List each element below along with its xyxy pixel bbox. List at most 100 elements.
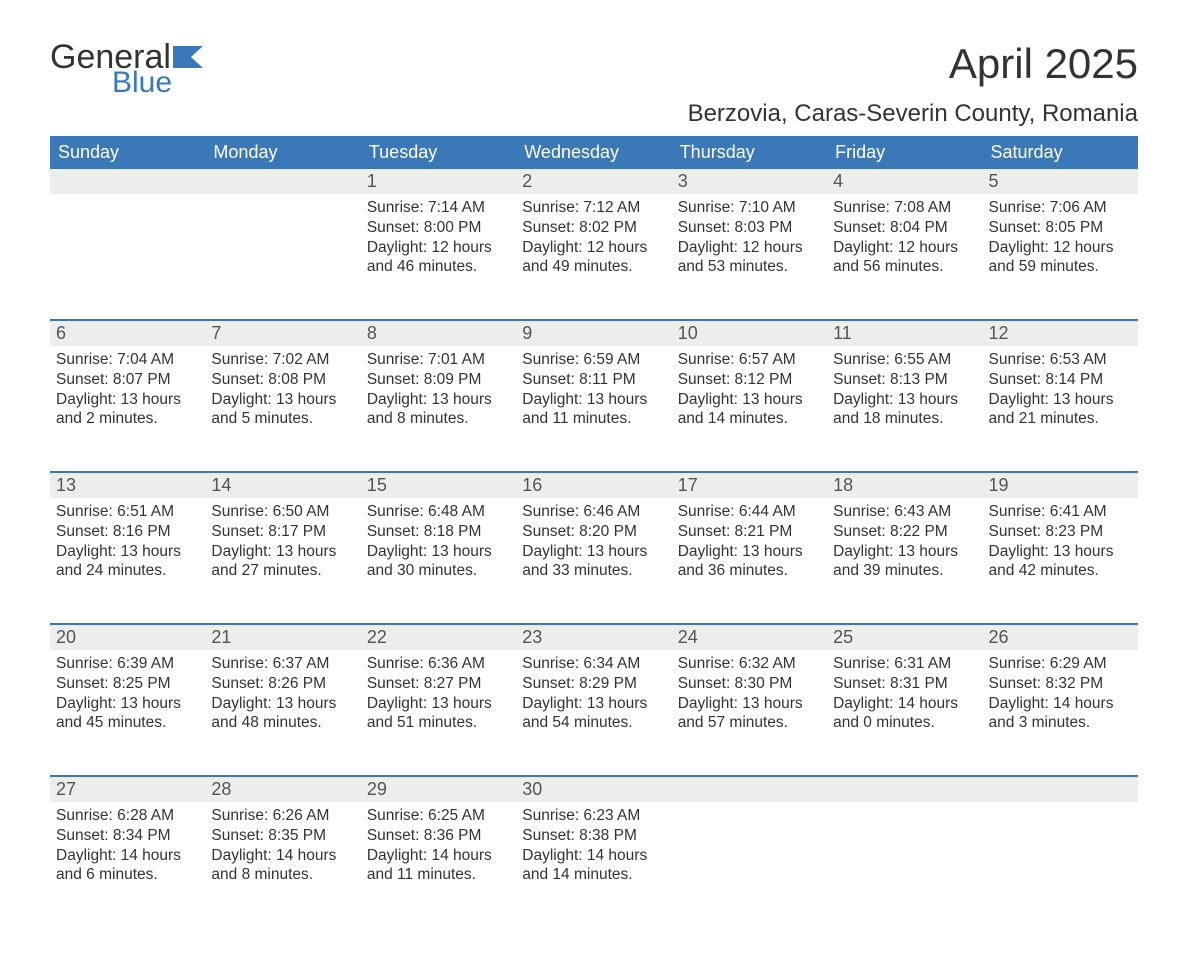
sunset-line: Sunset: 8:27 PM — [367, 674, 510, 694]
sunrise-line: Sunrise: 6:37 AM — [211, 654, 354, 674]
sunset-line: Sunset: 8:26 PM — [211, 674, 354, 694]
day-number-cell: 25 — [827, 624, 982, 650]
daylight-line: Daylight: 13 hours and 5 minutes. — [211, 390, 354, 430]
day-number-cell: 13 — [50, 472, 205, 498]
sunrise-line: Sunrise: 6:57 AM — [678, 350, 821, 370]
day-content-cell: Sunrise: 7:12 AMSunset: 8:02 PMDaylight:… — [516, 194, 671, 320]
day-content-cell: Sunrise: 6:31 AMSunset: 8:31 PMDaylight:… — [827, 650, 982, 776]
sunset-line: Sunset: 8:29 PM — [522, 674, 665, 694]
day-number-cell: 3 — [672, 169, 827, 194]
sunset-line: Sunset: 8:13 PM — [833, 370, 976, 390]
sunrise-line: Sunrise: 6:32 AM — [678, 654, 821, 674]
day-content-cell: Sunrise: 6:26 AMSunset: 8:35 PMDaylight:… — [205, 802, 360, 928]
daylight-line: Daylight: 13 hours and 11 minutes. — [522, 390, 665, 430]
location: Berzovia, Caras-Severin County, Romania — [688, 100, 1138, 128]
day-number-cell: 20 — [50, 624, 205, 650]
daylight-line: Daylight: 13 hours and 27 minutes. — [211, 542, 354, 582]
day-number-cell — [827, 776, 982, 802]
day-content-cell — [205, 194, 360, 320]
sunrise-line: Sunrise: 6:23 AM — [522, 806, 665, 826]
daylight-line: Daylight: 13 hours and 24 minutes. — [56, 542, 199, 582]
daylight-line: Daylight: 13 hours and 57 minutes. — [678, 694, 821, 734]
daylight-line: Daylight: 12 hours and 53 minutes. — [678, 238, 821, 278]
daylight-line: Daylight: 13 hours and 8 minutes. — [367, 390, 510, 430]
sunset-line: Sunset: 8:21 PM — [678, 522, 821, 542]
day-number-cell: 21 — [205, 624, 360, 650]
day-content-cell: Sunrise: 6:44 AMSunset: 8:21 PMDaylight:… — [672, 498, 827, 624]
sunset-line: Sunset: 8:04 PM — [833, 218, 976, 238]
day-content-cell: Sunrise: 7:08 AMSunset: 8:04 PMDaylight:… — [827, 194, 982, 320]
weekday-header-row: Sunday Monday Tuesday Wednesday Thursday… — [50, 136, 1138, 169]
sunrise-line: Sunrise: 6:34 AM — [522, 654, 665, 674]
sunrise-line: Sunrise: 6:41 AM — [989, 502, 1132, 522]
day-number-cell: 23 — [516, 624, 671, 650]
weekday-header: Wednesday — [516, 136, 671, 169]
sunset-line: Sunset: 8:12 PM — [678, 370, 821, 390]
daylight-line: Daylight: 14 hours and 6 minutes. — [56, 846, 199, 886]
sunrise-line: Sunrise: 6:53 AM — [989, 350, 1132, 370]
day-number-cell: 16 — [516, 472, 671, 498]
day-number-cell — [50, 169, 205, 194]
sunset-line: Sunset: 8:20 PM — [522, 522, 665, 542]
day-content-cell: Sunrise: 6:46 AMSunset: 8:20 PMDaylight:… — [516, 498, 671, 624]
sunrise-line: Sunrise: 6:31 AM — [833, 654, 976, 674]
sunrise-line: Sunrise: 6:29 AM — [989, 654, 1132, 674]
daylight-line: Daylight: 14 hours and 11 minutes. — [367, 846, 510, 886]
weekday-header: Friday — [827, 136, 982, 169]
sunrise-line: Sunrise: 7:02 AM — [211, 350, 354, 370]
daylight-line: Daylight: 12 hours and 49 minutes. — [522, 238, 665, 278]
day-content-cell: Sunrise: 6:41 AMSunset: 8:23 PMDaylight:… — [983, 498, 1138, 624]
sunrise-line: Sunrise: 6:48 AM — [367, 502, 510, 522]
daylight-line: Daylight: 14 hours and 8 minutes. — [211, 846, 354, 886]
sunrise-line: Sunrise: 7:04 AM — [56, 350, 199, 370]
daylight-line: Daylight: 13 hours and 54 minutes. — [522, 694, 665, 734]
weekday-header: Thursday — [672, 136, 827, 169]
day-content-row: Sunrise: 6:28 AMSunset: 8:34 PMDaylight:… — [50, 802, 1138, 928]
sunset-line: Sunset: 8:32 PM — [989, 674, 1132, 694]
daylight-line: Daylight: 14 hours and 14 minutes. — [522, 846, 665, 886]
day-content-cell — [50, 194, 205, 320]
day-number-cell: 9 — [516, 320, 671, 346]
logo: General Blue — [50, 40, 203, 98]
sunset-line: Sunset: 8:09 PM — [367, 370, 510, 390]
sunrise-line: Sunrise: 7:08 AM — [833, 198, 976, 218]
day-content-cell — [827, 802, 982, 928]
sunset-line: Sunset: 8:18 PM — [367, 522, 510, 542]
sunrise-line: Sunrise: 6:25 AM — [367, 806, 510, 826]
title-block: April 2025 Berzovia, Caras-Severin Count… — [688, 40, 1138, 128]
sunset-line: Sunset: 8:02 PM — [522, 218, 665, 238]
daylight-line: Daylight: 12 hours and 59 minutes. — [989, 238, 1132, 278]
day-content-cell: Sunrise: 6:51 AMSunset: 8:16 PMDaylight:… — [50, 498, 205, 624]
day-number-cell: 24 — [672, 624, 827, 650]
day-number-cell: 7 — [205, 320, 360, 346]
day-number-cell: 15 — [361, 472, 516, 498]
day-content-cell: Sunrise: 6:36 AMSunset: 8:27 PMDaylight:… — [361, 650, 516, 776]
daylight-line: Daylight: 12 hours and 46 minutes. — [367, 238, 510, 278]
sunset-line: Sunset: 8:22 PM — [833, 522, 976, 542]
sunset-line: Sunset: 8:34 PM — [56, 826, 199, 846]
sunrise-line: Sunrise: 6:46 AM — [522, 502, 665, 522]
day-number-row: 12345 — [50, 169, 1138, 194]
weekday-header: Saturday — [983, 136, 1138, 169]
sunset-line: Sunset: 8:25 PM — [56, 674, 199, 694]
sunrise-line: Sunrise: 6:43 AM — [833, 502, 976, 522]
weekday-header: Tuesday — [361, 136, 516, 169]
day-number-cell: 8 — [361, 320, 516, 346]
day-number-cell: 28 — [205, 776, 360, 802]
day-content-cell: Sunrise: 6:37 AMSunset: 8:26 PMDaylight:… — [205, 650, 360, 776]
day-number-cell: 22 — [361, 624, 516, 650]
day-number-cell: 14 — [205, 472, 360, 498]
day-number-cell — [983, 776, 1138, 802]
sunset-line: Sunset: 8:03 PM — [678, 218, 821, 238]
day-content-row: Sunrise: 7:14 AMSunset: 8:00 PMDaylight:… — [50, 194, 1138, 320]
daylight-line: Daylight: 13 hours and 51 minutes. — [367, 694, 510, 734]
day-content-cell: Sunrise: 6:50 AMSunset: 8:17 PMDaylight:… — [205, 498, 360, 624]
daylight-line: Daylight: 12 hours and 56 minutes. — [833, 238, 976, 278]
day-content-cell: Sunrise: 6:59 AMSunset: 8:11 PMDaylight:… — [516, 346, 671, 472]
calendar-table: Sunday Monday Tuesday Wednesday Thursday… — [50, 136, 1138, 928]
daylight-line: Daylight: 13 hours and 48 minutes. — [211, 694, 354, 734]
daylight-line: Daylight: 13 hours and 18 minutes. — [833, 390, 976, 430]
day-content-cell: Sunrise: 7:02 AMSunset: 8:08 PMDaylight:… — [205, 346, 360, 472]
day-number-cell: 17 — [672, 472, 827, 498]
day-number-cell: 19 — [983, 472, 1138, 498]
